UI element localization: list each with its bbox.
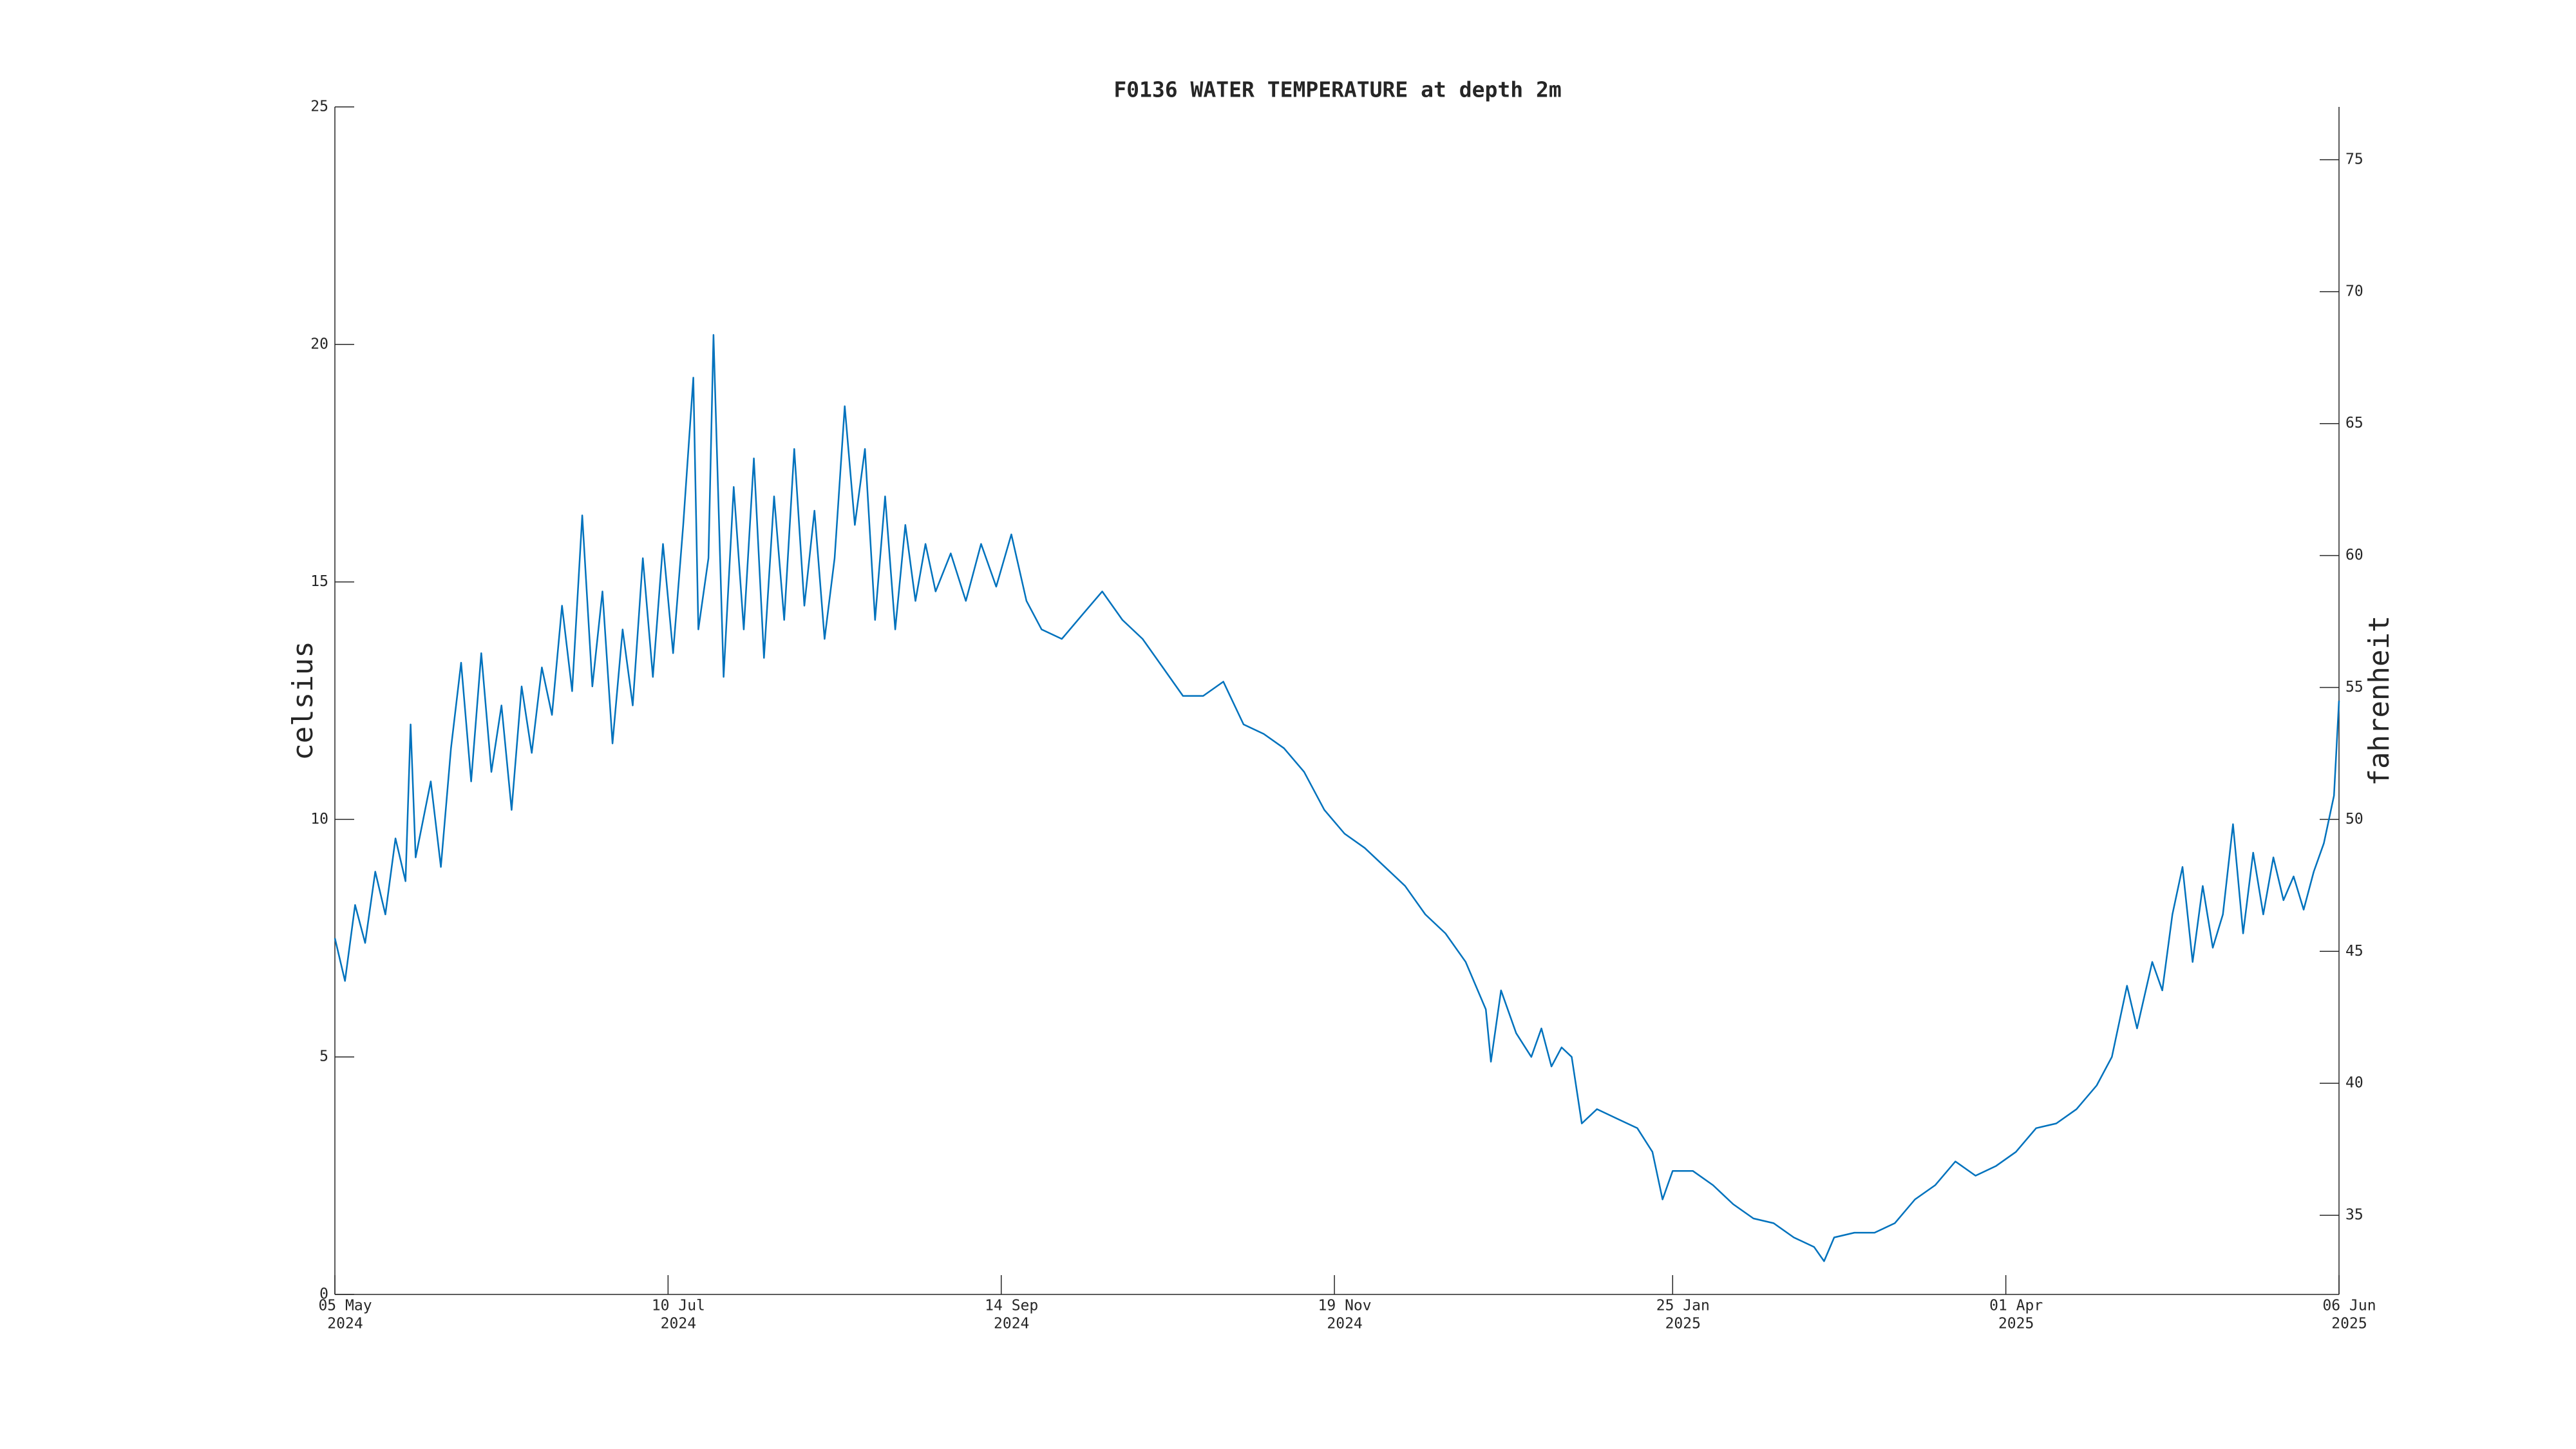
y2-tick-label: 45 — [2345, 943, 2363, 960]
x-tick-label: 2024 — [661, 1316, 696, 1332]
x-tick-label: 2024 — [1327, 1316, 1362, 1332]
x-tick-label: 2025 — [1665, 1316, 1701, 1332]
y-tick-label: 25 — [310, 99, 328, 115]
chart-title: F0136 WATER TEMPERATURE at depth 2m — [1113, 77, 1561, 102]
y-tick-label: 0 — [319, 1286, 328, 1303]
x-tick-label: 05 May — [318, 1298, 372, 1314]
y2-tick-label: 75 — [2345, 151, 2363, 167]
y2-tick-label: 50 — [2345, 811, 2363, 828]
x-tick-label: 2025 — [1998, 1316, 2034, 1332]
y-axis-label: celsius — [287, 641, 319, 760]
y-tick-label: 5 — [319, 1048, 328, 1065]
x-tick-label: 2024 — [994, 1316, 1029, 1332]
temperature-line — [334, 334, 2340, 1262]
x-tick-label: 01 Apr — [1989, 1298, 2043, 1314]
y2-tick-label: 40 — [2345, 1075, 2363, 1092]
x-tick-label: 10 Jul — [652, 1298, 705, 1314]
x-tick-label: 2024 — [327, 1316, 363, 1332]
y2-tick-label: 65 — [2345, 415, 2363, 431]
x-tick-label: 06 Jun — [2322, 1298, 2376, 1314]
y2-tick-label: 60 — [2345, 547, 2363, 564]
x-tick-label: 19 Nov — [1318, 1298, 1372, 1314]
y2-tick-label: 35 — [2345, 1207, 2363, 1224]
x-tick-label: 2025 — [2331, 1316, 2367, 1332]
y2-axis-label: fahrenheit — [2363, 616, 2396, 786]
x-tick-label: 25 Jan — [1656, 1298, 1710, 1314]
y-tick-label: 20 — [310, 336, 328, 352]
y-tick-label: 10 — [310, 811, 328, 828]
y2-tick-label: 55 — [2345, 679, 2363, 696]
x-tick-label: 14 Sep — [985, 1298, 1038, 1314]
y2-tick-label: 70 — [2345, 283, 2363, 299]
y-tick-label: 15 — [310, 573, 328, 590]
